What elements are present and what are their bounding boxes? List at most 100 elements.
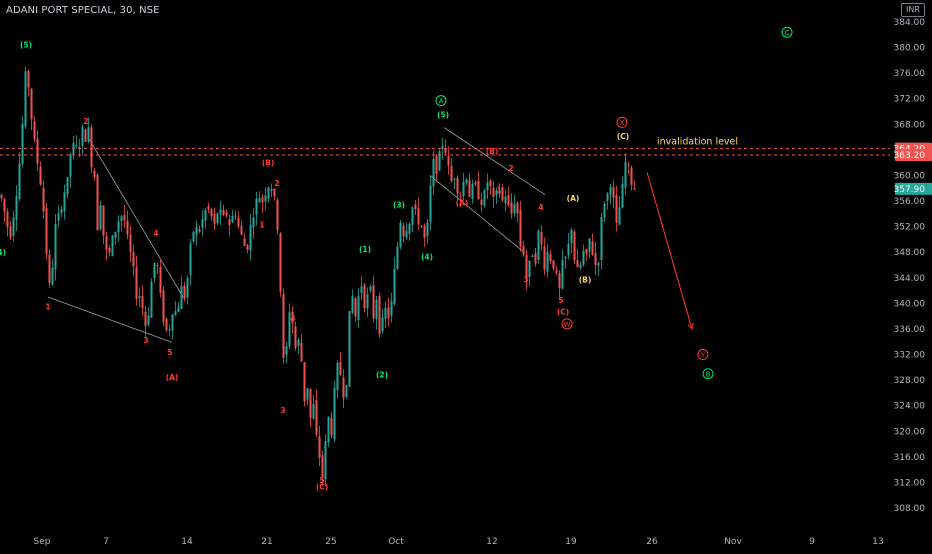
candle-body: [49, 254, 51, 282]
time-tick-label: 12: [486, 537, 497, 547]
candle-body: [367, 294, 369, 308]
candle-body: [580, 265, 582, 268]
wave-label: A: [439, 97, 444, 105]
candle-body: [139, 296, 141, 298]
trend-line[interactable]: [48, 297, 172, 342]
wave-label: 1: [496, 186, 501, 195]
candle-body: [223, 210, 225, 215]
candle-body: [265, 195, 267, 202]
candle-body: [598, 263, 600, 266]
candle-body: [448, 156, 450, 166]
candle-body: [346, 385, 348, 397]
candle-body: [445, 149, 447, 153]
candle-body: [631, 168, 633, 185]
candle-body: [301, 343, 303, 362]
candle-body: [529, 261, 531, 277]
candle-body: [199, 229, 201, 231]
candle-body: [352, 296, 354, 313]
candle-body: [469, 180, 471, 197]
candle-body: [73, 143, 75, 154]
price-tick-label: 376.00: [894, 69, 926, 79]
price-tick-label: 348.00: [894, 248, 926, 258]
wave-label: (B): [579, 276, 592, 285]
time-tick-label: 26: [646, 537, 658, 547]
wave-label: (C): [316, 482, 328, 491]
candle-body: [364, 285, 366, 309]
candle-body: [184, 286, 186, 299]
wave-label: 5: [167, 348, 172, 357]
candle-body: [298, 340, 300, 346]
candle-body: [274, 189, 276, 197]
wave-label: 3: [523, 275, 528, 284]
price-tick-label: 360.00: [894, 171, 926, 181]
candle-body: [190, 243, 192, 275]
wave-label: (A): [456, 198, 469, 207]
candle-body: [157, 265, 159, 266]
currency-badge[interactable]: INR: [901, 3, 925, 17]
candle-body: [514, 204, 516, 213]
candle-body: [421, 226, 423, 227]
candle-body: [337, 363, 339, 390]
candle-body: [460, 196, 462, 197]
candle-body: [262, 197, 264, 202]
candle-body: [376, 300, 378, 320]
candle-body: [121, 216, 123, 221]
candle-body: [334, 388, 336, 439]
candle-body: [169, 329, 171, 330]
candle-body: [493, 188, 495, 197]
wave-label: X: [620, 119, 625, 127]
price-tick-label: 380.00: [894, 44, 926, 54]
candle-body: [7, 211, 9, 227]
candle-body: [601, 217, 603, 260]
candle-body: [388, 307, 390, 318]
candle-body: [370, 287, 372, 291]
candle-body: [433, 159, 435, 187]
candle-body: [271, 189, 273, 191]
candle-body: [85, 129, 87, 141]
price-tick-label: 368.00: [894, 120, 926, 130]
wave-label: (B): [486, 147, 499, 156]
candle-body: [316, 400, 318, 435]
trend-line[interactable]: [430, 175, 524, 252]
candle-body: [277, 200, 279, 231]
candle-body: [70, 154, 72, 177]
price-tick-label: 344.00: [894, 274, 926, 284]
candle-body: [340, 362, 342, 375]
candle-body: [361, 286, 363, 293]
candle-body: [628, 164, 630, 165]
wave-label: 1: [259, 221, 264, 230]
candle-body: [94, 171, 96, 177]
time-tick-label: 13: [872, 537, 883, 547]
candle-body: [430, 186, 432, 223]
candle-body: [28, 71, 30, 88]
candle-body: [136, 267, 138, 299]
candle-body: [124, 215, 126, 220]
candle-body: [373, 285, 375, 318]
candle-body: [172, 315, 174, 331]
candle-body: [517, 203, 519, 214]
candle-body: [142, 296, 144, 308]
candle-body: [205, 210, 207, 221]
candle-body: [241, 226, 243, 235]
wave-label: 2: [508, 164, 513, 173]
candle-body: [427, 223, 429, 236]
projection-arrow-line[interactable]: [647, 172, 692, 329]
candle-body: [451, 166, 453, 182]
candle-body: [97, 175, 99, 231]
price-tick-label: 328.00: [894, 376, 926, 386]
candle-body: [625, 162, 627, 188]
candle-body: [382, 318, 384, 332]
candle-body: [520, 210, 522, 247]
price-tick-label: 312.00: [894, 478, 926, 488]
candle-body: [511, 202, 513, 213]
price-tick-label: 372.00: [894, 95, 926, 105]
symbol-title[interactable]: ADANI PORT SPECIAL, 30, NSE: [6, 5, 160, 16]
candle-body: [91, 127, 93, 167]
candle-body: [607, 194, 609, 201]
time-tick-label: 7: [103, 537, 109, 547]
trend-line[interactable]: [444, 128, 545, 195]
projection-arrow: [647, 172, 693, 329]
candle-body: [412, 207, 414, 225]
